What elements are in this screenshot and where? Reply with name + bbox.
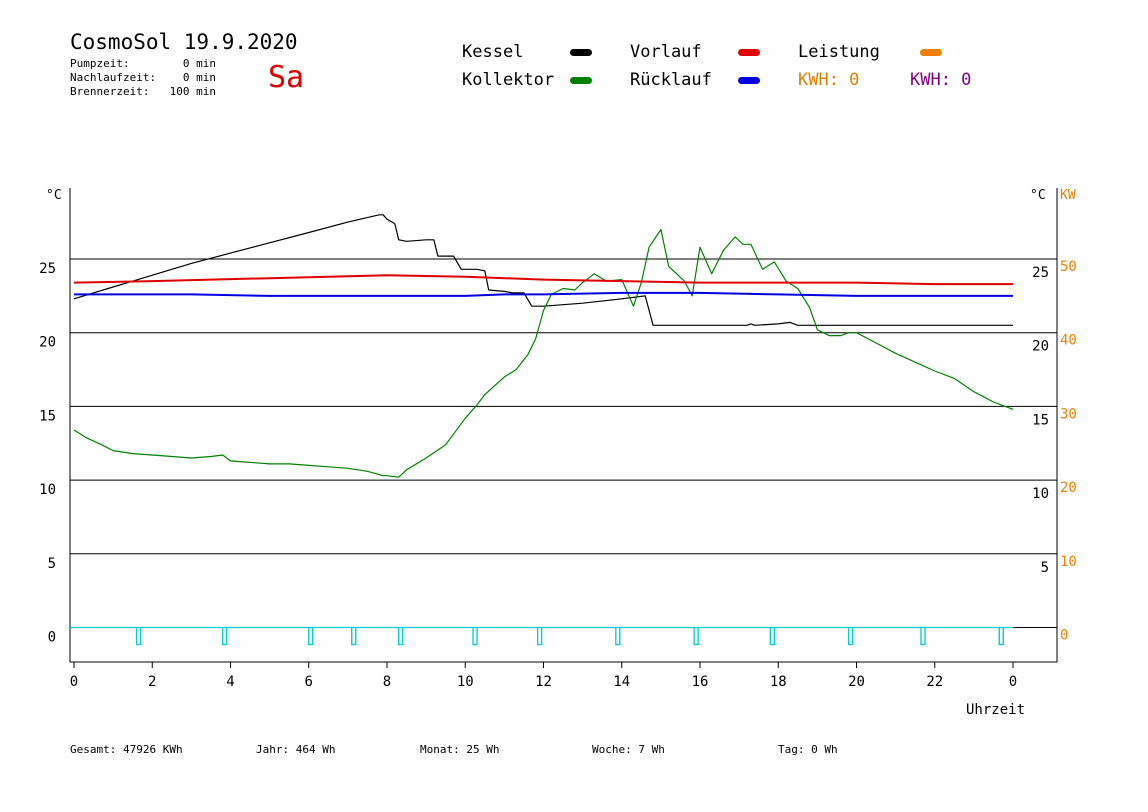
y-tick-label-left: 5 [48,556,56,572]
footer-gesamt-value: 47926 KWh [122,743,183,756]
grid-lines [70,258,1057,628]
kwh-purple-label: KWH: 0 [910,70,972,90]
y-tick-label-left: 25 [39,261,56,277]
y-tick-label-kw: 20 [1060,480,1077,496]
pump-pulse [920,626,926,646]
x-tick-label: 8 [383,674,391,690]
x-tick-label: 18 [770,674,787,690]
y-axis-unit-kw: KW [1060,188,1076,203]
pump-pulse [848,626,854,646]
footer-jahr-value: 464 Wh [295,743,336,756]
series-line-ruecklauf [74,291,1013,297]
footer-monat-label: Monat: [420,743,460,756]
pump-pulse [769,626,775,646]
info-nachlaufzeit-label: Nachlaufzeit: [70,71,157,84]
x-tick-label: 4 [226,674,234,690]
y-tick-label-kw: 0 [1060,628,1068,644]
y-tick-label-right: 20 [1032,339,1049,355]
footer-gesamt: Gesamt: 47926 KWh [70,743,183,756]
x-tick-label: 16 [692,674,709,690]
pump-pulse [135,626,142,646]
pump-pulse [536,626,543,646]
footer-tag-value: 0 Wh [811,743,838,756]
x-axis-label: Uhrzeit [966,702,1025,718]
pump-pulse [615,626,621,646]
kwh-orange-label: KWH: 0 [798,70,860,90]
x-tick-label: 2 [148,674,156,690]
legend-vorlauf-label: Vorlauf [630,42,702,62]
y-tick-label-left: 15 [39,408,56,424]
footer-woche: Woche: 7 Wh [592,743,665,756]
footer-tag: Tag: 0 Wh [778,743,838,756]
y-tick-label-kw: 10 [1060,554,1077,570]
info-nachlaufzeit-value: 0 min [182,71,216,84]
y-tick-label-left: 20 [39,335,56,351]
y-axis-unit-right: °C [1030,188,1046,203]
tick-labels: 0 2 4 6 8 10 12 14 16 18 20 22 0 0 5 10 15 20 25 5 10 15 20 25 0… [39,259,1077,690]
series-line-vorlauf [73,274,1013,286]
footer-gesamt-label: Gesamt: [70,743,117,756]
x-tick-label: 10 [457,674,474,690]
info-brennerzeit: Brennerzeit: 100 min [70,85,216,98]
series-line-kollektor [73,228,1014,478]
y-tick-label-right: 25 [1032,265,1049,281]
footer-monat-value: 25 Wh [466,743,500,756]
y-tick-label-left: 10 [39,482,56,498]
x-tick-label: 20 [848,674,865,690]
legend-kollektor-swatch [570,77,592,84]
y-tick-label-kw: 50 [1060,259,1077,275]
legend-kollektor-label: Kollektor [462,70,555,90]
legend-kessel-label: Kessel [462,42,524,62]
legend-kessel-swatch [570,49,592,56]
info-brennerzeit-value: 100 min [169,85,216,98]
y-tick-label-kw: 40 [1060,333,1077,349]
y-tick-label-right: 10 [1032,486,1049,502]
x-tick-label: 0 [1009,674,1017,690]
footer-monat: Monat: 25 Wh [420,743,500,756]
pump-pulse [308,626,314,646]
legend-leistung-swatch [920,49,942,56]
legend-vorlauf-swatch [738,49,760,56]
legend-leistung-label: Leistung [798,42,880,62]
footer-woche-value: 7 Wh [638,743,665,756]
y-tick-label-right: 5 [1041,560,1049,576]
pump-pulses [70,626,1013,646]
weekday-label: Sa [268,60,305,95]
y-tick-label-right: 15 [1032,412,1049,428]
footer-woche-label: Woche: [592,743,632,756]
info-pumpzeit-value: 0 min [182,57,216,70]
x-tick-label: 12 [535,674,552,690]
pump-pulse [398,626,404,646]
x-tick-label: 6 [305,674,313,690]
legend-ruecklauf-swatch [738,77,760,84]
info-nachlaufzeit: Nachlaufzeit: 0 min [70,71,216,84]
info-pumpzeit-label: Pumpzeit: [70,57,130,70]
chart-axes [69,188,1058,668]
footer-tag-label: Tag: [778,743,805,756]
pump-pulse [998,626,1004,646]
chart-series [73,214,1014,478]
pump-pulse [222,626,228,646]
footer-jahr-label: Jahr: [256,743,290,756]
x-tick-label: 0 [70,674,78,690]
y-tick-label-left: 0 [48,630,56,646]
pump-pulse [693,626,699,646]
x-tick-label: 14 [613,674,630,690]
legend-ruecklauf-label: Rücklauf [630,70,712,90]
pump-pulse [472,626,478,646]
y-tick-label-kw: 30 [1060,406,1077,422]
footer-jahr: Jahr: 464 Wh [256,743,336,756]
x-tick-label: 22 [926,674,943,690]
pump-pulse [351,626,357,646]
series-line-kessel [73,214,1013,326]
y-axis-unit-left: °C [46,188,62,203]
info-pumpzeit: Pumpzeit: 0 min [70,57,216,70]
info-brennerzeit-label: Brennerzeit: [70,85,150,98]
chart-title: CosmoSol 19.9.2020 [70,30,298,54]
